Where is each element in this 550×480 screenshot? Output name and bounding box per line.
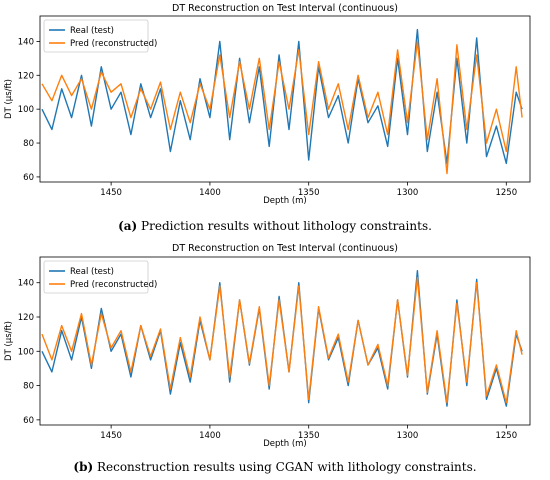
y-tick-label: 100 bbox=[18, 105, 34, 115]
legend-label-real: Real (test) bbox=[70, 267, 114, 277]
chart-title: DT Reconstruction on Test Interval (cont… bbox=[172, 243, 398, 254]
plot-frame bbox=[39, 256, 531, 426]
y-axis-label: DT (μs/ft) bbox=[4, 79, 14, 119]
x-axis-label: Depth (m) bbox=[263, 196, 307, 206]
legend-label-pred: Pred (reconstructed) bbox=[70, 39, 157, 49]
chart-title: DT Reconstruction on Test Interval (cont… bbox=[172, 3, 398, 14]
legend-label-real: Real (test) bbox=[70, 26, 114, 36]
x-tick-label: 1400 bbox=[199, 188, 221, 198]
chart-panel-a: DT Reconstruction on Test Interval (cont… bbox=[4, 3, 531, 206]
legend-label-pred: Pred (reconstructed) bbox=[70, 280, 157, 290]
caption-a: (a) Prediction results without lithology… bbox=[118, 219, 432, 233]
y-tick-label: 100 bbox=[18, 347, 34, 357]
x-tick-label: 1250 bbox=[495, 431, 517, 441]
caption-a-text: Prediction results without lithology con… bbox=[137, 219, 432, 233]
x-tick-label: 1350 bbox=[298, 188, 320, 198]
x-tick-label: 1450 bbox=[100, 188, 122, 198]
caption-b-label: (b) bbox=[73, 460, 93, 474]
series-line-pred bbox=[41, 276, 523, 404]
y-tick-label: 120 bbox=[18, 71, 34, 81]
legend-box bbox=[43, 260, 149, 294]
x-tick-label: 1300 bbox=[397, 188, 419, 198]
series-line-pred bbox=[41, 40, 523, 175]
legend-box bbox=[43, 19, 149, 53]
x-tick-label: 1400 bbox=[199, 431, 221, 441]
y-axis-label: DT (μs/ft) bbox=[4, 321, 14, 361]
x-tick-label: 1300 bbox=[397, 431, 419, 441]
chart-panel-b: DT Reconstruction on Test Interval (cont… bbox=[4, 243, 531, 449]
y-tick-label: 80 bbox=[23, 139, 34, 149]
y-tick-label: 120 bbox=[18, 313, 34, 323]
caption-b-text: Reconstruction results using CGAN with l… bbox=[93, 460, 476, 474]
x-axis-label: Depth (m) bbox=[263, 439, 307, 449]
caption-b: (b) Reconstruction results using CGAN wi… bbox=[73, 460, 476, 474]
caption-a-label: (a) bbox=[118, 219, 137, 233]
y-tick-label: 60 bbox=[23, 416, 34, 426]
y-tick-label: 80 bbox=[23, 382, 34, 392]
x-tick-label: 1250 bbox=[495, 188, 517, 198]
plot-frame bbox=[39, 15, 531, 183]
x-tick-label: 1450 bbox=[100, 431, 122, 441]
y-tick-label: 60 bbox=[23, 173, 34, 183]
x-tick-label: 1350 bbox=[298, 431, 320, 441]
y-tick-label: 140 bbox=[18, 279, 34, 289]
y-tick-label: 140 bbox=[18, 37, 34, 47]
